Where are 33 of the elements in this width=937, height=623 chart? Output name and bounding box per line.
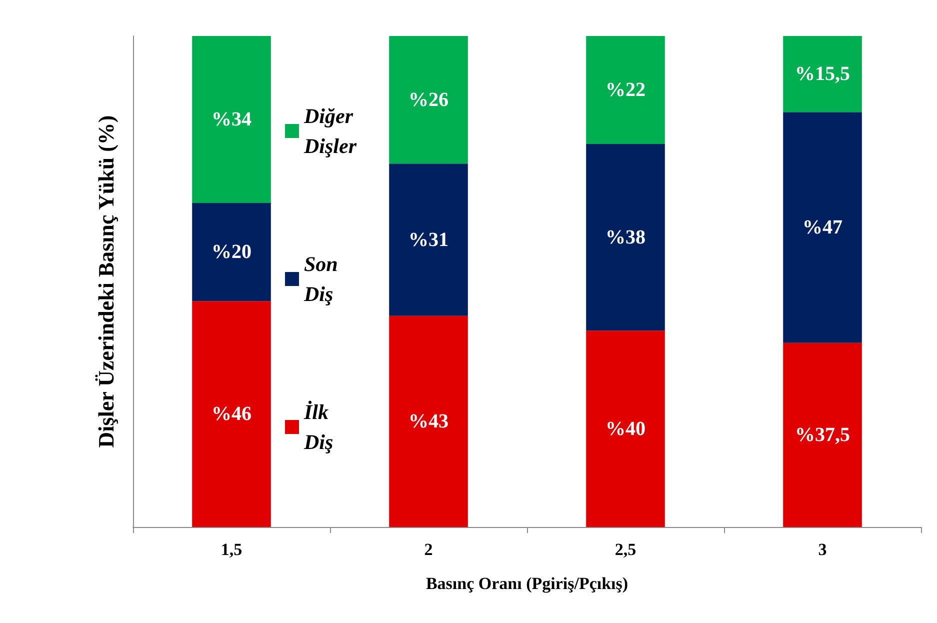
bar [389, 316, 468, 527]
data-label: %20 [212, 241, 252, 264]
x-tick-label: 2 [424, 540, 433, 559]
bar [192, 36, 271, 203]
data-label: %40 [606, 418, 646, 440]
data-label: %26 [408, 88, 448, 111]
bar [389, 164, 468, 316]
bar [389, 36, 468, 164]
bar [586, 330, 665, 527]
data-label: %37,5 [795, 424, 850, 446]
bar [586, 144, 665, 331]
x-axis-title: Basınç Oranı (Pgiriş/Pçıkış) [426, 574, 628, 593]
bar [192, 202, 271, 302]
bar [783, 342, 862, 527]
data-label: %31 [408, 228, 448, 251]
data-label: %34 [212, 108, 252, 130]
bar [783, 36, 862, 112]
x-tick-label: 3 [818, 540, 827, 559]
data-label: %47 [802, 216, 842, 238]
bar [192, 301, 271, 527]
x-tick-label: 1,5 [220, 540, 242, 559]
x-tick-label: 2,5 [614, 540, 636, 559]
data-label: %38 [606, 226, 646, 248]
legend-label: Diğer Dişler [303, 104, 358, 158]
data-label: %43 [408, 410, 448, 432]
legend-label: İlk Diş [303, 400, 334, 454]
y-axis-title: Dişler Üzerindeki Basınç Yükü (%) [94, 115, 118, 448]
bar [586, 36, 665, 144]
data-label: %46 [212, 403, 252, 426]
data-label: %15,5 [795, 63, 850, 86]
data-label: %22 [606, 79, 646, 102]
bar [783, 112, 862, 343]
legend-label: Son Diş [303, 252, 344, 306]
